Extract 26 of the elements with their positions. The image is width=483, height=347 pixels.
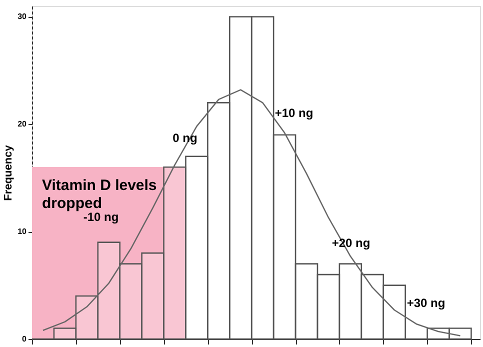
annotation: Vitamin D levels dropped — [42, 177, 157, 212]
y-tick-label: 0 — [22, 334, 28, 344]
annotation: -10 ng — [83, 210, 119, 224]
y-tick-label: 30 — [18, 12, 28, 22]
y-tick-label: 20 — [18, 120, 28, 129]
y-axis-title: Frequency — [2, 144, 15, 201]
bar — [294, 263, 318, 340]
y-tick-label: 10 — [18, 227, 28, 236]
bar — [250, 16, 274, 340]
bar — [228, 16, 252, 340]
bar — [97, 242, 120, 340]
bar — [272, 134, 296, 340]
line-series — [42, 89, 461, 336]
bar — [360, 274, 384, 340]
bar — [141, 252, 164, 340]
bar — [207, 102, 230, 340]
bar — [338, 263, 362, 340]
bar — [316, 274, 340, 340]
annotation: +10 ng — [274, 106, 314, 120]
bar — [382, 284, 406, 340]
bar — [119, 263, 142, 340]
bar — [185, 156, 208, 340]
annotation: +30 ng — [406, 296, 446, 310]
bar — [163, 166, 186, 340]
bar — [448, 328, 472, 340]
bar — [53, 328, 77, 340]
